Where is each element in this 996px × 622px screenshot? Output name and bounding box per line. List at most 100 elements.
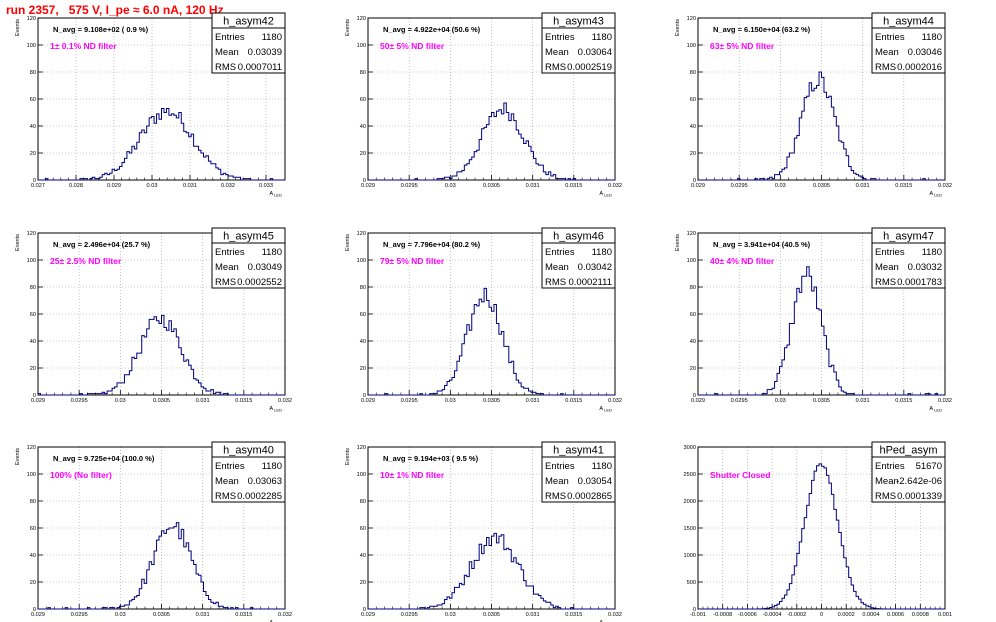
stats-box	[871, 27, 946, 74]
navg-label: N_avg = 9.108e+02 ( 0.9 %)	[53, 25, 149, 34]
y-tick-label: 2500	[684, 472, 696, 478]
x-tick-label: 0.0295	[731, 398, 748, 404]
y-tick-label: 120	[357, 231, 366, 237]
stats-value: -2.642e-06	[896, 476, 942, 487]
stats-value: 0.03039	[248, 47, 282, 58]
x-tick-label: -0.0004	[763, 612, 782, 618]
filter-annotation: 79± 5% ND filter	[380, 256, 445, 266]
x-tick-label: 0.0008	[912, 612, 929, 618]
stats-value: 1180	[922, 247, 942, 258]
x-tick-label: 0.0295	[401, 398, 418, 404]
navg-label: N_avg = 9.725e+04 (100.0 %)	[53, 454, 155, 463]
stats-label: Entries	[875, 461, 905, 472]
histogram-panel: 0.029 0.0295 0.03 0.0305 0.031 0.0315 0.032 0 20…	[345, 12, 622, 198]
x-tick-label: 0.032	[278, 398, 292, 404]
y-tick-label: 20	[360, 366, 366, 372]
histogram-title: h_asym40	[223, 445, 274, 457]
x-tick-label: 0.0305	[483, 612, 500, 618]
stats-value: 1180	[592, 32, 612, 43]
x-tick-label: 0.03	[775, 183, 786, 189]
x-tick-label: 0.0006	[887, 612, 904, 618]
histogram-panel: 0.027 0.028 0.029 0.03 0.031 0.032 0.033 0 20 40 6…	[15, 12, 286, 198]
x-tick-label: -0.0008	[713, 612, 732, 618]
x-tick-label: 0.031	[526, 183, 540, 189]
stats-label: RMS	[545, 491, 566, 502]
x-tick-label: 0.031	[526, 612, 540, 618]
histogram-panel: 0.029 0.0295 0.03 0.0305 0.031 0.0315 0.032 0 20…	[15, 441, 292, 622]
stats-label: RMS	[875, 277, 896, 288]
y-tick-label: 0	[363, 178, 366, 184]
stats-value: 0.03046	[908, 47, 942, 58]
x-axis-label: A LED	[599, 191, 612, 198]
stats-box	[211, 27, 286, 74]
x-tick-label: 0.0305	[153, 398, 170, 404]
y-tick-label: 20	[30, 151, 36, 157]
x-tick-label: -0.0006	[738, 612, 757, 618]
histogram-panel: 0.029 0.0295 0.03 0.0305 0.031 0.0315 0.032 0 20…	[345, 227, 622, 413]
stats-label: Entries	[875, 247, 905, 258]
stats-box	[871, 242, 946, 289]
stats-value: 1180	[592, 247, 612, 258]
stats-label: Mean	[545, 476, 569, 487]
stats-box	[871, 456, 946, 503]
x-tick-label: 0.0315	[565, 612, 582, 618]
y-tick-label: 100	[27, 258, 36, 264]
y-tick-label: 120	[687, 16, 696, 22]
stats-value: 0.03064	[578, 47, 612, 58]
stats-value: 0.03042	[578, 262, 612, 273]
y-tick-label: 40	[360, 553, 366, 559]
x-tick-label: 0.03	[115, 398, 126, 404]
x-axis-label: A LED	[599, 406, 612, 413]
stats-label: Mean	[875, 262, 899, 273]
stats-label: Entries	[545, 247, 575, 258]
stats-value: 0.0001339	[897, 491, 942, 502]
y-tick-label: 20	[360, 151, 366, 157]
y-tick-label: 60	[30, 312, 36, 318]
stats-value: 51670	[916, 461, 942, 472]
x-tick-label: 0.032	[608, 183, 622, 189]
x-tick-label: 0.029	[361, 398, 375, 404]
filter-annotation: 40± 4% ND filter	[710, 256, 775, 266]
x-tick-label: 0.0315	[895, 398, 912, 404]
x-tick-label: 0.0295	[731, 183, 748, 189]
stats-label: RMS	[545, 277, 566, 288]
y-tick-label: 100	[687, 258, 696, 264]
y-tick-label: 120	[687, 231, 696, 237]
y-tick-label: 0	[33, 607, 36, 613]
y-tick-label: 80	[360, 499, 366, 505]
stats-value: 0.0007011	[238, 62, 282, 73]
stats-box	[541, 242, 616, 289]
y-tick-label: 80	[30, 70, 36, 76]
filter-annotation: 50± 5% ND filter	[380, 41, 445, 51]
histogram-panel: -0.001 -0.0008 -0.0006 -0.0004 -0.0002 0 0.000…	[684, 441, 952, 618]
stats-box	[541, 27, 616, 74]
y-tick-label: 80	[360, 70, 366, 76]
histogram-panel: 0.029 0.0295 0.03 0.0305 0.031 0.0315 0.032 0 20…	[675, 227, 952, 413]
y-tick-label: 60	[360, 526, 366, 532]
x-tick-label: 0.029	[361, 183, 375, 189]
x-tick-label: 0.0004	[862, 612, 879, 618]
x-tick-label: 0.031	[196, 612, 210, 618]
stats-label: RMS	[875, 491, 896, 502]
stats-label: RMS	[875, 62, 896, 73]
navg-label: N_avg = 2.496e+04 (25.7 %)	[53, 240, 151, 249]
y-tick-label: 40	[360, 339, 366, 345]
y-tick-label: 100	[27, 43, 36, 49]
x-tick-label: 0.032	[938, 398, 952, 404]
stats-value: 1180	[262, 461, 282, 472]
y-tick-label: 20	[360, 580, 366, 586]
filter-annotation: 10± 1% ND filter	[380, 470, 445, 480]
y-tick-label: 80	[690, 70, 696, 76]
histogram-title: h_asym44	[883, 16, 934, 28]
histogram-title: h_asym41	[553, 445, 604, 457]
stats-value: 1180	[922, 32, 942, 43]
x-axis-label: A LED	[929, 191, 942, 198]
stats-value: 0.03054	[578, 476, 612, 487]
y-tick-label: 1000	[684, 553, 696, 559]
filter-annotation: 1± 0.1% ND filter	[50, 41, 117, 51]
y-tick-label: 100	[357, 43, 366, 49]
x-tick-label: 0.032	[278, 612, 292, 618]
stats-label: Entries	[215, 32, 245, 43]
x-tick-label: 0.001	[938, 612, 952, 618]
